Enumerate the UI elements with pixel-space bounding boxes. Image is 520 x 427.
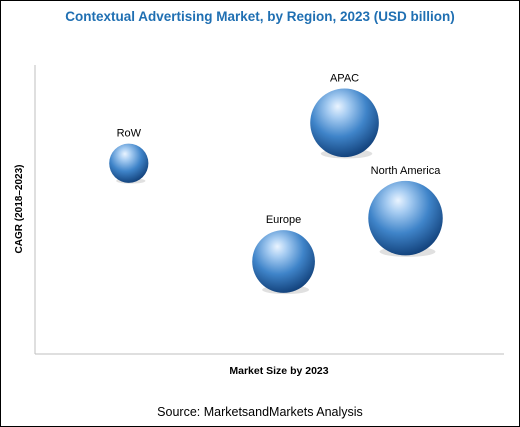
bubble-apac bbox=[310, 88, 379, 158]
y-axis-label: CAGR (2018–2023) bbox=[14, 165, 25, 254]
x-axis-label: Market Size by 2023 bbox=[229, 365, 328, 377]
bubble-label-europe: Europe bbox=[266, 214, 301, 226]
bubbles: RoW APAC North America Europe bbox=[109, 73, 443, 295]
bubble-label-apac: APAC bbox=[330, 73, 359, 85]
bubble-north-america bbox=[368, 180, 443, 256]
bubble-europe bbox=[252, 230, 315, 293]
bubble-row bbox=[109, 143, 149, 183]
chart-title: Contextual Advertising Market, by Region… bbox=[65, 9, 455, 24]
bubble-label-north-america: North America bbox=[371, 165, 442, 177]
source-note: Source: MarketsandMarkets Analysis bbox=[157, 405, 363, 419]
bubble-label-row: RoW bbox=[117, 128, 142, 140]
